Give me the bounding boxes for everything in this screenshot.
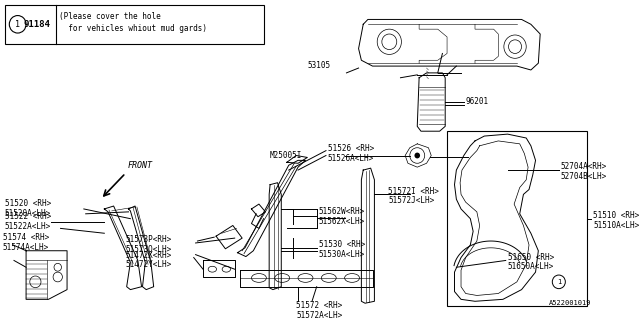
- Text: 51572 <RH>: 51572 <RH>: [296, 301, 342, 310]
- Text: 51510 <RH>: 51510 <RH>: [593, 211, 639, 220]
- Text: 51530 <RH>: 51530 <RH>: [319, 240, 365, 249]
- Text: 51574 <RH>: 51574 <RH>: [3, 233, 49, 242]
- Text: 51572J<LH>: 51572J<LH>: [388, 196, 435, 205]
- Text: FRONT: FRONT: [127, 161, 152, 170]
- Text: 51522 <RH>: 51522 <RH>: [4, 212, 51, 221]
- Text: 51526 <RH>: 51526 <RH>: [328, 144, 374, 153]
- Text: 96201: 96201: [466, 97, 489, 106]
- Text: 51510A<LH>: 51510A<LH>: [593, 220, 639, 230]
- Text: A522001019: A522001019: [549, 300, 591, 306]
- Text: 51650A<LH>: 51650A<LH>: [508, 262, 554, 271]
- Text: 51526A<LH>: 51526A<LH>: [328, 154, 374, 163]
- Text: 51573P<RH>: 51573P<RH>: [125, 235, 172, 244]
- Text: 51572A<LH>: 51572A<LH>: [296, 311, 342, 320]
- Text: 52704A<RH>: 52704A<RH>: [561, 162, 607, 171]
- Text: 51574A<LH>: 51574A<LH>: [3, 243, 49, 252]
- Circle shape: [415, 153, 420, 158]
- Text: for vehicles whiout mud gards): for vehicles whiout mud gards): [59, 24, 207, 33]
- Bar: [4, 5, 264, 44]
- Text: 51650 <RH>: 51650 <RH>: [508, 253, 554, 262]
- Text: 51472X<RH>: 51472X<RH>: [125, 251, 172, 260]
- Text: 52704B<LH>: 52704B<LH>: [561, 172, 607, 181]
- Text: 51472Y<LH>: 51472Y<LH>: [125, 260, 172, 269]
- Text: 51562W<RH>: 51562W<RH>: [319, 207, 365, 216]
- Bar: [447, 131, 587, 306]
- Text: 51573Q<LH>: 51573Q<LH>: [125, 245, 172, 254]
- Text: 51530A<LH>: 51530A<LH>: [319, 250, 365, 259]
- Text: 51520A<LH>: 51520A<LH>: [4, 209, 51, 218]
- Text: 91184: 91184: [23, 20, 50, 29]
- Text: 53105: 53105: [307, 61, 330, 70]
- Text: 51562X<LH>: 51562X<LH>: [319, 217, 365, 226]
- Text: 51572I <RH>: 51572I <RH>: [388, 187, 439, 196]
- Text: 51520 <RH>: 51520 <RH>: [4, 199, 51, 208]
- Text: 51522A<LH>: 51522A<LH>: [4, 221, 51, 231]
- Text: 1: 1: [15, 20, 20, 29]
- Text: (Please cover the hole: (Please cover the hole: [59, 12, 161, 21]
- Text: M25005I: M25005I: [270, 151, 303, 160]
- Text: 1: 1: [557, 279, 561, 285]
